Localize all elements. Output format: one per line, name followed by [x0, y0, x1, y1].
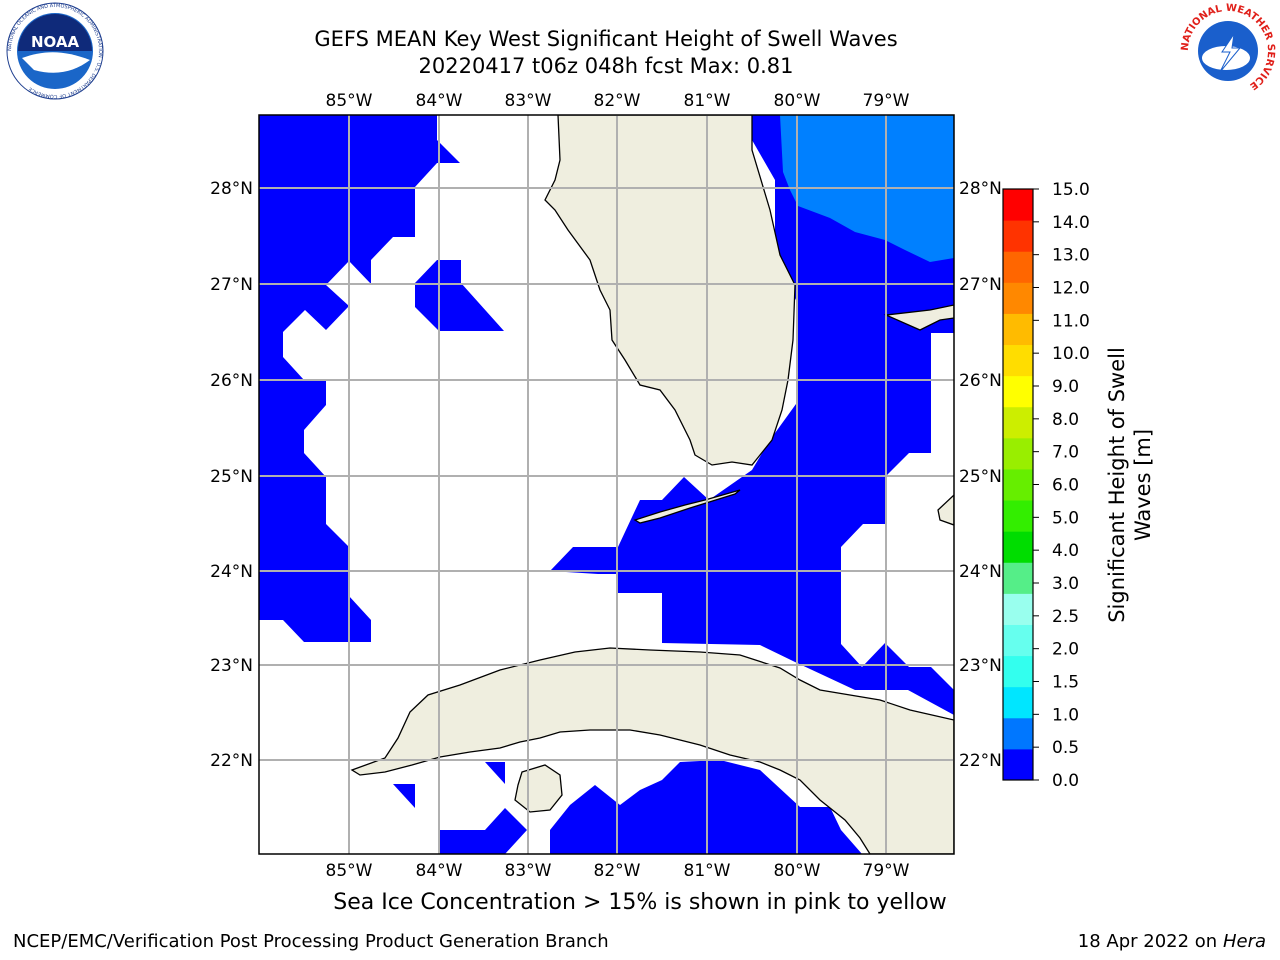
colorbar-tick-label: 14.0 [1052, 213, 1090, 233]
colorbar-segment [1003, 220, 1033, 252]
colorbar-tick-label: 12.0 [1052, 279, 1090, 299]
lon-label-top: 82°W [594, 91, 641, 111]
colorbar-segment [1003, 593, 1033, 625]
colorbar-segment [1003, 313, 1033, 346]
colorbar [1002, 188, 1034, 781]
lat-label-right: 24°N [959, 562, 1002, 582]
colorbar-segment [1003, 406, 1033, 439]
lat-label-right: 25°N [959, 467, 1002, 487]
colorbar-tick-label: 5.0 [1052, 508, 1079, 528]
colorbar-tick-label: 15.0 [1052, 180, 1090, 200]
colorbar-segment [1003, 686, 1033, 719]
colorbar-tick-label: 3.0 [1052, 574, 1079, 594]
lon-label-bottom: 81°W [684, 861, 731, 881]
colorbar-segment [1003, 344, 1033, 377]
lat-label-left: 23°N [210, 656, 253, 676]
lon-label-bottom: 83°W [505, 861, 552, 881]
land-andros [937, 494, 954, 526]
colorbar-segment [1003, 375, 1033, 408]
colorbar-tick-label: 13.0 [1052, 246, 1090, 266]
lon-label-top: 81°W [684, 91, 731, 111]
lat-label-left: 27°N [210, 275, 253, 295]
colorbar-tick-label: 1.5 [1052, 673, 1079, 693]
map-grid [259, 115, 954, 854]
colorbar-tick-label: 7.0 [1052, 443, 1079, 463]
sea-ice-note: Sea Ice Concentration > 15% is shown in … [333, 890, 947, 915]
colorbar-tick-label: 11.0 [1052, 311, 1090, 331]
swell-region-pinar [393, 784, 415, 808]
colorbar-tick-label: 10.0 [1052, 344, 1090, 364]
lon-label-top: 85°W [326, 91, 373, 111]
chart-title: GEFS MEAN Key West Significant Height of… [314, 27, 898, 51]
nws-logo: NATIONAL WEATHER SERVICE [1180, 3, 1276, 99]
lat-label-right: 23°N [959, 656, 1002, 676]
lon-label-top: 84°W [416, 91, 463, 111]
map-frame [258, 114, 955, 855]
colorbar-segment [1003, 282, 1033, 314]
lat-label-right: 27°N [959, 275, 1002, 295]
lon-labels-top: 85°W 84°W 83°W 82°W 81°W 80°W 79°W [326, 91, 910, 111]
colorbar-segment [1003, 562, 1033, 594]
colorbar-segment [1003, 655, 1033, 688]
lat-label-left: 25°N [210, 467, 253, 487]
colorbar-tick-label: 1.0 [1052, 705, 1079, 725]
colorbar-segment [1003, 189, 1033, 221]
lat-label-right: 28°N [959, 179, 1002, 199]
footer-host: Hera [1222, 931, 1266, 952]
chart-subtitle: 20220417 t06z 048h fcst Max: 0.81 [418, 54, 794, 78]
swell-region-gulf-island [415, 260, 504, 331]
land-cuba [350, 647, 954, 854]
colorbar-segment [1003, 251, 1033, 283]
colorbar-segment [1003, 624, 1033, 657]
colorbar-segment [1003, 500, 1033, 532]
lat-label-left: 22°N [210, 751, 253, 771]
lon-labels-bottom: 85°W 84°W 83°W 82°W 81°W 80°W 79°W [326, 861, 910, 881]
footer-date: 18 Apr 2022 on Hera [1078, 931, 1266, 952]
swell-region-atlantic [550, 115, 954, 715]
swell-region-cuba-west [439, 808, 527, 854]
colorbar-tick-label: 2.0 [1052, 640, 1079, 660]
colorbar-tick-label: 9.0 [1052, 377, 1079, 397]
lat-labels-right: 28°N 27°N 26°N 25°N 24°N 23°N 22°N [959, 179, 1002, 771]
colorbar-tick-label: 6.0 [1052, 476, 1079, 496]
footer-credit: NCEP/EMC/Verification Post Processing Pr… [13, 931, 609, 952]
land-bahamas [883, 304, 954, 331]
colorbar-tick-label: 8.0 [1052, 410, 1079, 430]
lat-label-left: 26°N [210, 371, 253, 391]
lat-label-right: 22°N [959, 751, 1002, 771]
land-isle-of-youth [514, 764, 563, 813]
swell-region-gulf-west [259, 115, 460, 642]
colorbar-segment [1003, 748, 1033, 781]
lon-label-top: 80°W [774, 91, 821, 111]
land-keys [633, 489, 741, 524]
swell-region-bay [485, 762, 505, 784]
colorbar-label-line2: Waves [m] [1131, 429, 1155, 541]
lon-label-top: 79°W [863, 91, 910, 111]
colorbar-segment [1003, 468, 1033, 501]
footer-date-text: 18 Apr 2022 on [1077, 931, 1223, 952]
lat-label-left: 24°N [210, 562, 253, 582]
lon-label-bottom: 84°W [416, 861, 463, 881]
lon-label-bottom: 82°W [594, 861, 641, 881]
noaa-logo: NOAA NATIONAL OCEANIC AND ATMOSPHERIC AD… [6, 2, 104, 100]
colorbar-segment [1003, 531, 1033, 563]
lon-label-top: 83°W [505, 91, 552, 111]
colorbar-segment [1003, 717, 1033, 750]
colorbar-segment [1003, 437, 1033, 470]
colorbar-tick-label: 2.5 [1052, 607, 1079, 627]
lat-label-left: 28°N [210, 179, 253, 199]
lon-label-bottom: 80°W [774, 861, 821, 881]
lat-label-right: 26°N [959, 371, 1002, 391]
lat-labels-left: 28°N 27°N 26°N 25°N 24°N 23°N 22°N [210, 179, 253, 771]
land-florida [544, 115, 796, 466]
colorbar-ticks: 0.0 0.5 1.0 1.5 2.0 2.5 3.0 4.0 5.0 6.0 7.0 8.0 9.0 1… [1033, 180, 1090, 791]
colorbar-label-line1: Significant Height of Swell [1105, 347, 1129, 623]
colorbar-tick-label: 4.0 [1052, 541, 1079, 561]
noaa-logo-text: NOAA [31, 33, 80, 51]
lon-label-bottom: 79°W [863, 861, 910, 881]
colorbar-tick-label: 0.0 [1052, 771, 1079, 791]
colorbar-tick-label: 0.5 [1052, 738, 1079, 758]
lon-label-bottom: 85°W [326, 861, 373, 881]
